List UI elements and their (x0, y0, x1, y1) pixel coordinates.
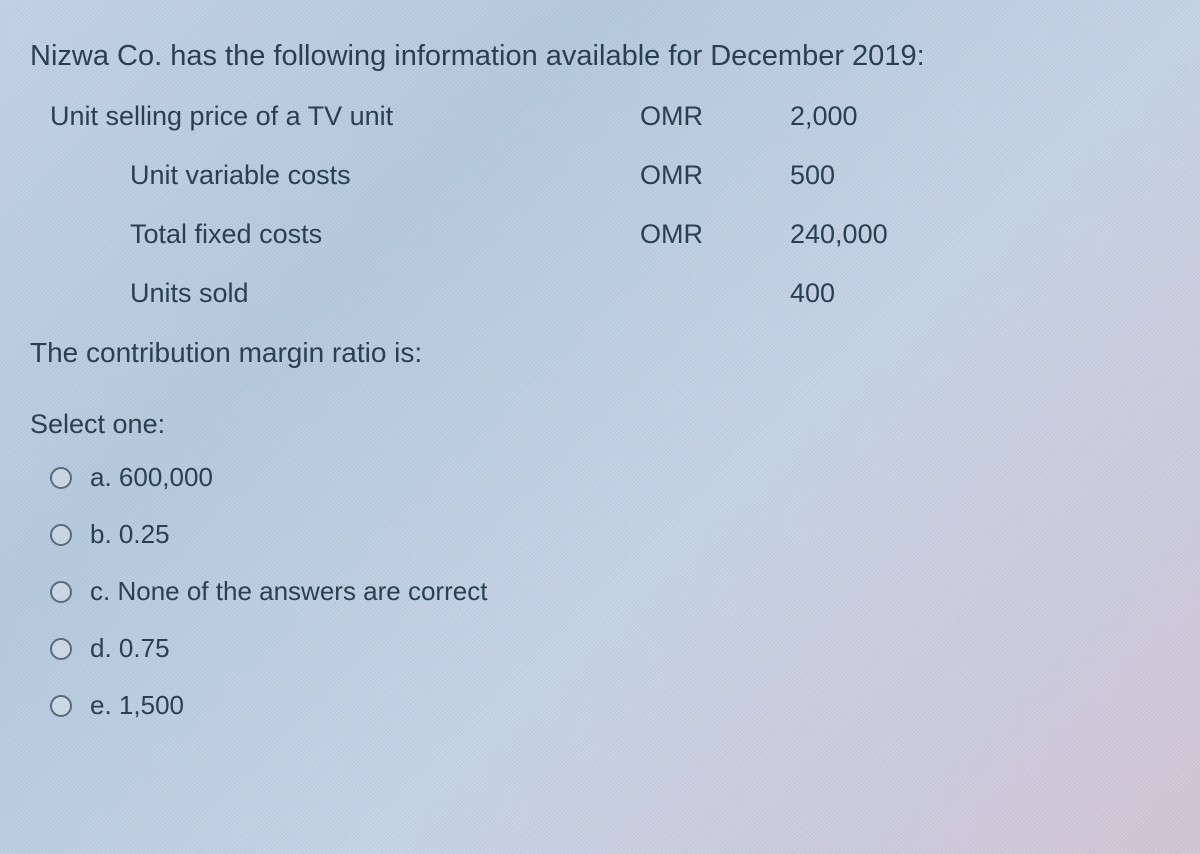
option-b[interactable]: b. 0.25 (50, 519, 1170, 550)
radio-icon[interactable] (50, 581, 72, 603)
data-currency: OMR (640, 160, 760, 191)
data-row: Units sold 400 (130, 278, 1170, 309)
data-label: Unit selling price of a TV unit (50, 101, 393, 132)
radio-icon[interactable] (50, 467, 72, 489)
data-table: Unit selling price of a TV unit OMR 2,00… (50, 101, 1170, 309)
option-d[interactable]: d. 0.75 (50, 633, 1170, 664)
option-a[interactable]: a. 600,000 (50, 462, 1170, 493)
option-label: b. 0.25 (90, 519, 170, 550)
row-wrapper: Total fixed costs OMR 240,000 (130, 219, 920, 250)
data-currency: OMR (640, 219, 760, 250)
option-label: c. None of the answers are correct (90, 576, 487, 607)
options-group: a. 600,000 b. 0.25 c. None of the answer… (50, 462, 1170, 721)
data-value: 500 (760, 160, 920, 191)
row-wrapper: Units sold 400 (130, 278, 920, 309)
option-letter: b. (90, 519, 112, 549)
option-text: 0.75 (119, 633, 170, 663)
row-wrapper: Unit selling price of a TV unit OMR 2,00… (50, 101, 920, 132)
row-wrapper: Unit variable costs OMR 500 (130, 160, 920, 191)
radio-icon[interactable] (50, 524, 72, 546)
data-row: Total fixed costs OMR 240,000 (130, 219, 1170, 250)
radio-icon[interactable] (50, 638, 72, 660)
data-currency (640, 278, 760, 309)
option-label: e. 1,500 (90, 690, 184, 721)
data-label: Unit variable costs (130, 160, 351, 191)
question-ask: The contribution margin ratio is: (30, 337, 1170, 369)
option-e[interactable]: e. 1,500 (50, 690, 1170, 721)
select-prompt: Select one: (30, 409, 1170, 440)
option-c[interactable]: c. None of the answers are correct (50, 576, 1170, 607)
data-value: 2,000 (760, 101, 920, 132)
option-letter: d. (90, 633, 112, 663)
option-text: 600,000 (119, 462, 213, 492)
data-value: 240,000 (760, 219, 920, 250)
option-label: d. 0.75 (90, 633, 170, 664)
option-letter: e. (90, 690, 112, 720)
question-container: Nizwa Co. has the following information … (0, 0, 1200, 777)
data-label: Total fixed costs (130, 219, 322, 250)
data-label: Units sold (130, 278, 249, 309)
data-currency: OMR (640, 101, 760, 132)
option-label: a. 600,000 (90, 462, 213, 493)
data-row: Unit variable costs OMR 500 (130, 160, 1170, 191)
radio-icon[interactable] (50, 695, 72, 717)
option-text: None of the answers are correct (117, 576, 487, 606)
option-letter: a. (90, 462, 112, 492)
data-value: 400 (760, 278, 920, 309)
option-text: 0.25 (119, 519, 170, 549)
option-letter: c. (90, 576, 110, 606)
question-intro: Nizwa Co. has the following information … (30, 40, 1170, 73)
option-text: 1,500 (119, 690, 184, 720)
data-row: Unit selling price of a TV unit OMR 2,00… (50, 101, 1170, 132)
